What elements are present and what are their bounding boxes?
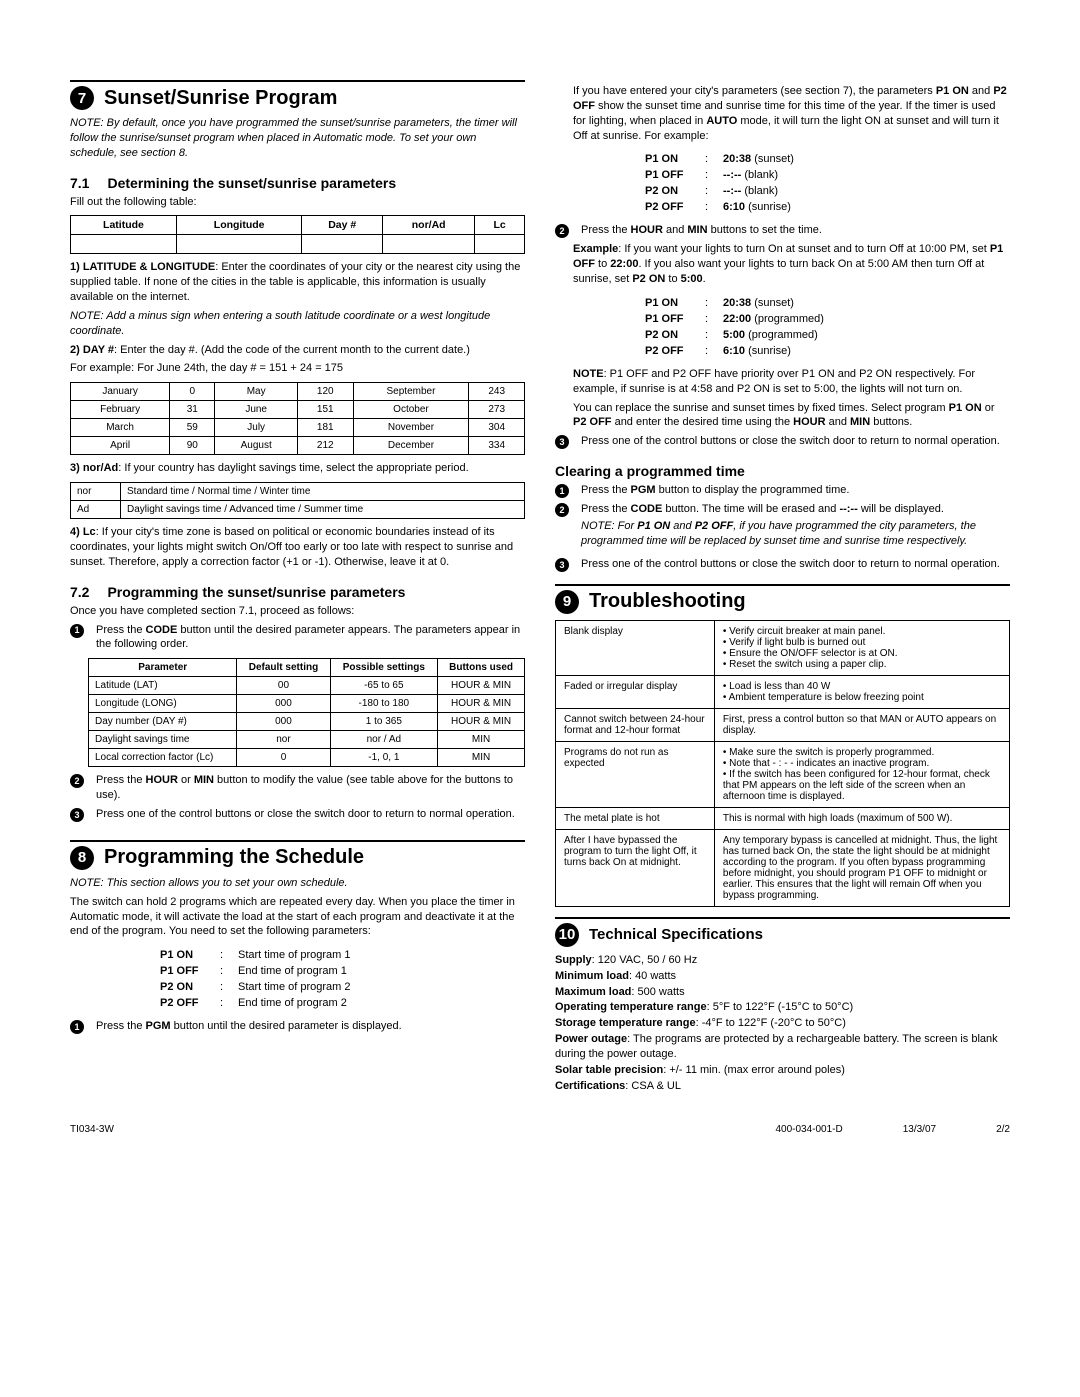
section-9-title: Troubleshooting	[589, 590, 746, 613]
clearing-title: Clearing a programmed time	[555, 463, 1010, 479]
section-7-note: NOTE: By default, once you have programm…	[70, 116, 525, 161]
norad-table: norStandard time / Normal time / Winter …	[70, 482, 525, 519]
months-table: January0May120September243February31June…	[70, 382, 525, 455]
section-number-10: 10	[555, 923, 579, 947]
step-3-close: 3 Press one of the control buttons or cl…	[555, 434, 1010, 449]
specs-list: Supply: 120 VAC, 50 / 60 HzMinimum load:…	[555, 953, 1010, 1094]
section-10-header: 10 Technical Specifications	[555, 923, 1010, 947]
example-2: P1 ON:20:38 (sunset)P1 OFF:22:00 (progra…	[645, 297, 1010, 357]
section-number-7: 7	[70, 86, 94, 110]
section-number-8: 8	[70, 846, 94, 870]
right-column: If you have entered your city's paramete…	[555, 80, 1010, 1094]
parameters-table: Parameter Default setting Possible setti…	[88, 658, 525, 767]
section-7-title: Sunset/Sunrise Program	[104, 87, 337, 110]
section-8-header: 8 Programming the Schedule	[70, 846, 525, 870]
section-8-title: Programming the Schedule	[104, 846, 364, 869]
step-2: 2 Press the HOUR or MIN button to modify…	[70, 773, 525, 803]
step-2-hour: 2 Press the HOUR and MIN buttons to set …	[555, 223, 1010, 238]
troubleshooting-table: Blank display• Verify circuit breaker at…	[555, 620, 1010, 907]
step-1-pgm: 1 Press the PGM button until the desired…	[70, 1019, 525, 1034]
section-9-header: 9 Troubleshooting	[555, 590, 1010, 614]
section-10-title: Technical Specifications	[589, 926, 763, 943]
example-1: P1 ON:20:38 (sunset)P1 OFF:--:-- (blank)…	[645, 153, 1010, 213]
parameters-input-table: Latitude Longitude Day # nor/Ad Lc	[70, 215, 525, 254]
section-7-header: 7 Sunset/Sunrise Program	[70, 86, 525, 110]
left-column: 7 Sunset/Sunrise Program NOTE: By defaul…	[70, 80, 525, 1094]
step-1: 1 Press the CODE button until the desire…	[70, 623, 525, 653]
subsection-7-1: 7.1 Determining the sunset/sunrise param…	[70, 175, 525, 191]
program-list: P1 ON:Start time of program 1P1 OFF:End …	[160, 949, 525, 1009]
section-number-9: 9	[555, 590, 579, 614]
subsection-7-2: 7.2 Programming the sunset/sunrise param…	[70, 584, 525, 600]
page-footer: TI034-3W 400-034-001-D 13/3/07 2/2	[70, 1124, 1010, 1135]
step-3: 3 Press one of the control buttons or cl…	[70, 807, 525, 822]
